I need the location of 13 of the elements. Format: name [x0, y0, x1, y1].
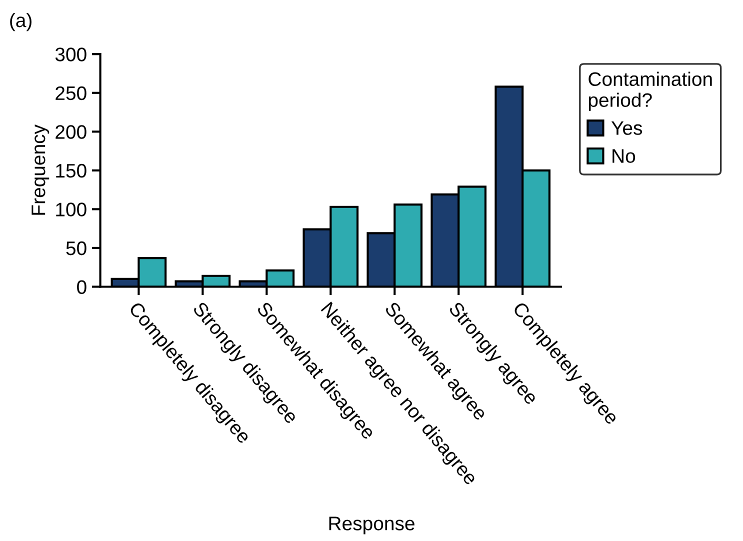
y-tick-label: 300 — [55, 48, 86, 62]
y-tick-label: 100 — [56, 202, 86, 216]
y-tick-label: 200 — [56, 125, 86, 139]
y-tick-label: 50 — [66, 241, 86, 256]
legend-label: No — [612, 149, 636, 163]
y-tick-label: 250 — [56, 86, 86, 100]
legend-title: Contamination period? — [588, 72, 712, 111]
legend-label: Yes — [611, 121, 642, 135]
y-tick-label: 150 — [56, 164, 86, 178]
y-axis-title: Frequency — [32, 124, 50, 215]
y-tick-label: 0 — [77, 280, 86, 294]
x-axis-title: Response — [329, 516, 414, 534]
chart-title: (a) — [10, 12, 32, 32]
